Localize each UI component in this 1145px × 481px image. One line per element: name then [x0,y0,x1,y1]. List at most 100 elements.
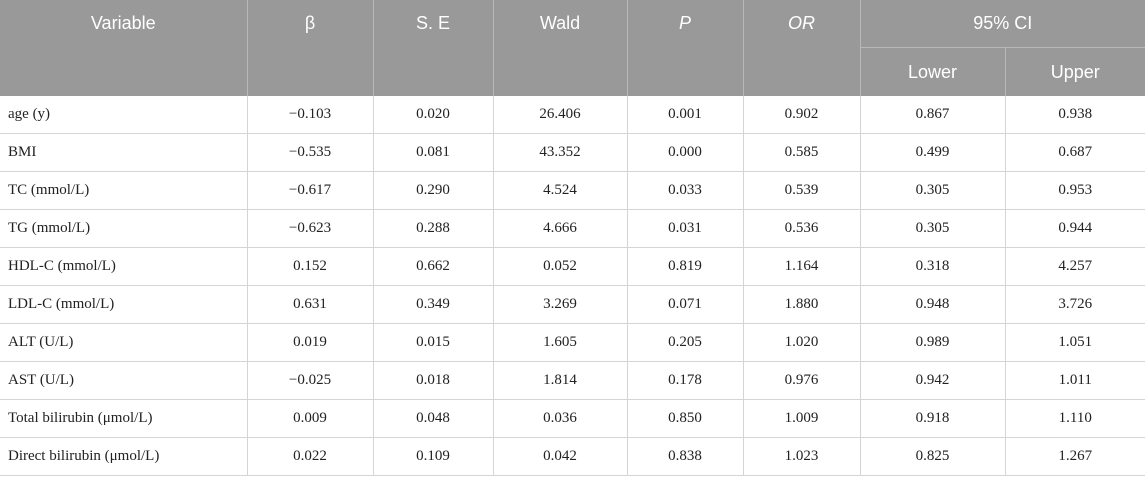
cell-p: 0.850 [627,399,744,438]
cell-upper: 0.938 [1005,96,1145,134]
header-row: Variable β S. E Wald P OR 95% CI [0,0,1145,96]
header-or: OR [743,0,861,96]
cell-p: 0.071 [627,285,744,324]
cell-p: 0.031 [627,209,744,248]
cell-beta: 0.631 [247,285,374,324]
table-row: age (y) −0.103 0.020 26.406 0.001 0.902 0.867 0… [0,96,1145,134]
cell-upper: 1.110 [1005,399,1145,438]
cell-lower: 0.305 [860,171,1006,210]
cell-p: 0.205 [627,323,744,362]
cell-variable: AST (U/L) [0,361,248,400]
cell-upper: 0.687 [1005,133,1145,172]
cell-or: 0.585 [743,133,861,172]
cell-upper: 4.257 [1005,247,1145,286]
cell-variable: TC (mmol/L) [0,171,248,210]
cell-or: 1.023 [743,437,861,476]
cell-or: 0.536 [743,209,861,248]
table-row: Direct bilirubin (μmol/L) 0.022 0.109 0.042… [0,437,1145,476]
header-beta: β [247,0,374,96]
table-body: age (y) −0.103 0.020 26.406 0.001 0.902 0.867 0… [0,96,1145,476]
cell-wald: 4.524 [493,171,628,210]
cell-variable: LDL-C (mmol/L) [0,285,248,324]
cell-wald: 43.352 [493,133,628,172]
cell-se: 0.349 [373,285,494,324]
cell-se: 0.290 [373,171,494,210]
cell-se: 0.015 [373,323,494,362]
cell-se: 0.662 [373,247,494,286]
cell-or: 0.539 [743,171,861,210]
header-upper: Upper [1005,47,1145,96]
cell-or: 1.164 [743,247,861,286]
cell-beta: −0.535 [247,133,374,172]
table-row: TC (mmol/L) −0.617 0.290 4.524 0.033 0.539 0.3… [0,171,1145,210]
cell-se: 0.288 [373,209,494,248]
header-variable: Variable [0,0,248,96]
cell-wald: 0.052 [493,247,628,286]
cell-beta: −0.103 [247,96,374,134]
table-row: Total bilirubin (μmol/L) 0.009 0.048 0.036 0… [0,399,1145,438]
cell-or: 0.902 [743,96,861,134]
cell-p: 0.033 [627,171,744,210]
cell-beta: 0.022 [247,437,374,476]
cell-beta: −0.623 [247,209,374,248]
header-subrow: Lower Upper [0,47,1145,96]
cell-se: 0.020 [373,96,494,134]
cell-beta: 0.009 [247,399,374,438]
cell-or: 0.976 [743,361,861,400]
cell-upper: 1.011 [1005,361,1145,400]
cell-variable: Total bilirubin (μmol/L) [0,399,248,438]
cell-wald: 1.605 [493,323,628,362]
cell-variable: BMI [0,133,248,172]
cell-wald: 4.666 [493,209,628,248]
cell-wald: 0.036 [493,399,628,438]
cell-p: 0.001 [627,96,744,134]
cell-lower: 0.825 [860,437,1006,476]
cell-p: 0.838 [627,437,744,476]
cell-variable: TG (mmol/L) [0,209,248,248]
cell-beta: −0.025 [247,361,374,400]
cell-wald: 3.269 [493,285,628,324]
cell-lower: 0.918 [860,399,1006,438]
cell-upper: 1.267 [1005,437,1145,476]
cell-upper: 3.726 [1005,285,1145,324]
cell-upper: 0.944 [1005,209,1145,248]
cell-wald: 26.406 [493,96,628,134]
cell-lower: 0.318 [860,247,1006,286]
header-wald: Wald [493,0,628,96]
table-row: BMI −0.535 0.081 43.352 0.000 0.585 0.499 0.687 [0,133,1145,172]
table-row: LDL-C (mmol/L) 0.631 0.349 3.269 0.071 1.880 0… [0,285,1145,324]
header-ci: 95% CI [860,0,1145,48]
cell-lower: 0.499 [860,133,1006,172]
cell-lower: 0.948 [860,285,1006,324]
table-row: HDL-C (mmol/L) 0.152 0.662 0.052 0.819 1.164 0… [0,247,1145,286]
cell-upper: 0.953 [1005,171,1145,210]
cell-upper: 1.051 [1005,323,1145,362]
cell-lower: 0.305 [860,209,1006,248]
table-row: ALT (U/L) 0.019 0.015 1.605 0.205 1.020 0.989 1… [0,323,1145,362]
cell-lower: 0.867 [860,96,1006,134]
cell-variable: ALT (U/L) [0,323,248,362]
header-se: S. E [373,0,494,96]
cell-lower: 0.942 [860,361,1006,400]
cell-wald: 0.042 [493,437,628,476]
cell-variable: age (y) [0,96,248,134]
cell-beta: 0.152 [247,247,374,286]
cell-wald: 1.814 [493,361,628,400]
header-lower: Lower [860,47,1006,96]
table-row: TG (mmol/L) −0.623 0.288 4.666 0.031 0.536 0.3… [0,209,1145,248]
cell-se: 0.018 [373,361,494,400]
cell-p: 0.819 [627,247,744,286]
cell-beta: 0.019 [247,323,374,362]
cell-or: 1.880 [743,285,861,324]
cell-se: 0.081 [373,133,494,172]
table-row: AST (U/L) −0.025 0.018 1.814 0.178 0.976 0.942… [0,361,1145,400]
cell-or: 1.020 [743,323,861,362]
cell-beta: −0.617 [247,171,374,210]
cell-variable: Direct bilirubin (μmol/L) [0,437,248,476]
cell-variable: HDL-C (mmol/L) [0,247,248,286]
cell-lower: 0.989 [860,323,1006,362]
cell-p: 0.178 [627,361,744,400]
header-p: P [627,0,744,96]
cell-se: 0.109 [373,437,494,476]
